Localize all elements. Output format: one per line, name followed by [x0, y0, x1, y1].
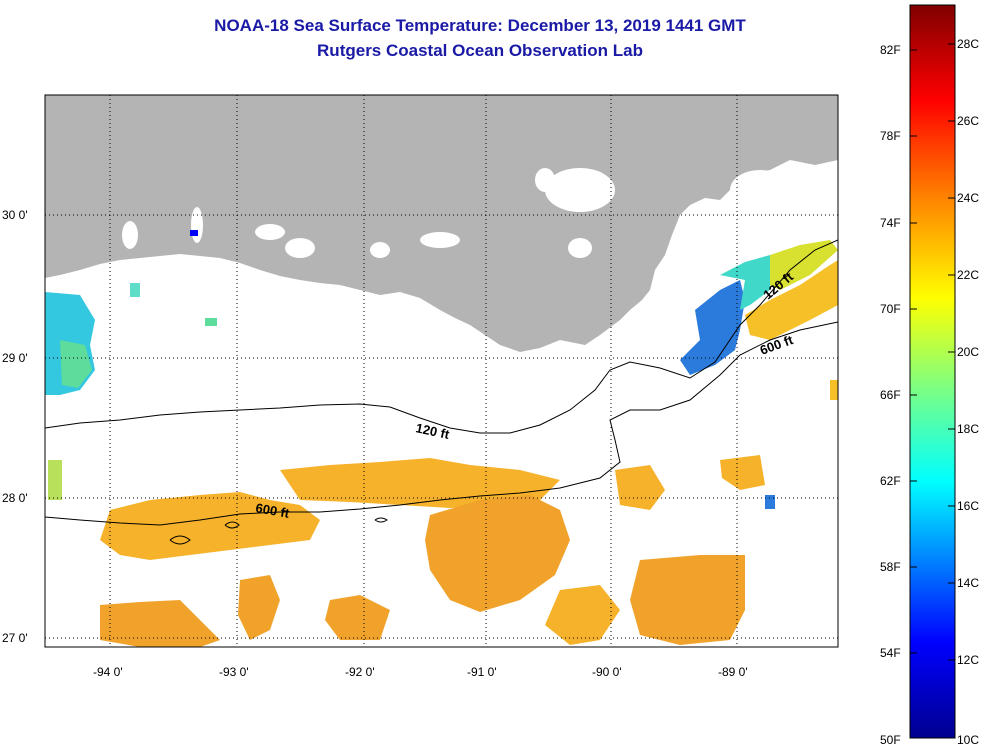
colorbar-label-c: 24C [957, 191, 980, 205]
sst-patch-warm-10 [720, 455, 765, 490]
colorbar-label-f: 54F [880, 646, 901, 660]
sst-patch-warm-5 [238, 575, 280, 640]
colorbar-label-c: 18C [957, 422, 980, 436]
sst-patch-plume-cyan [720, 255, 770, 310]
contour-label: 120 ft [414, 420, 451, 442]
sst-patch-warm-6 [325, 595, 390, 640]
lake [285, 238, 315, 258]
lake [122, 221, 138, 249]
colorbar-label-c: 12C [957, 653, 980, 667]
colorbar-label-f: 62F [880, 474, 901, 488]
contour-120ft [45, 239, 838, 434]
sst-pixel [130, 283, 140, 297]
map-border [44, 94, 839, 648]
sst-pixel [205, 318, 217, 326]
sst-patch-plume [680, 280, 745, 375]
graticule [45, 95, 838, 647]
colorbar-label-c: 20C [957, 345, 980, 359]
lon-label: -92 0' [345, 665, 375, 679]
lake [545, 168, 615, 212]
sst-patch-warm-1 [100, 492, 320, 560]
lat-label: 30 0' [2, 208, 28, 222]
sst-patch-warm-east [745, 260, 838, 340]
lon-label: -90 0' [592, 665, 622, 679]
colorbar-label-c: 14C [957, 576, 980, 590]
colorbar-label-f: 70F [880, 302, 901, 316]
lat-label: 28 0' [2, 491, 28, 505]
sst-pixel [765, 495, 775, 509]
lake [370, 242, 390, 258]
sst-pixel [830, 380, 838, 400]
map-subtitle: Rutgers Coastal Ocean Observation Lab [317, 41, 643, 60]
sst-pixel [48, 460, 62, 500]
lake [688, 210, 712, 250]
lon-label: -93 0' [219, 665, 249, 679]
colorbar-label-f: 58F [880, 560, 901, 574]
lon-label: -91 0' [467, 665, 497, 679]
lake [255, 224, 285, 240]
colorbar-label-f: 50F [880, 733, 901, 747]
colorbar-label-c: 28C [957, 37, 980, 51]
colorbar-label-f: 66F [880, 388, 901, 402]
map-title: NOAA-18 Sea Surface Temperature: Decembe… [214, 16, 746, 35]
sst-patch-warm-4 [100, 600, 220, 647]
sst-patch-warm-7 [630, 555, 745, 645]
land-mass [45, 95, 838, 352]
sst-patch-warm-3 [425, 495, 570, 612]
lake [420, 232, 460, 248]
lon-label: -89 0' [718, 665, 748, 679]
contour-600ft-islands [169, 517, 388, 545]
contour-label: 600 ft [254, 500, 291, 521]
contour-600ft [45, 321, 838, 526]
lake [568, 238, 592, 258]
colorbar-label-c: 22C [957, 268, 980, 282]
colorbar-label-f: 74F [880, 216, 901, 230]
lake [191, 207, 203, 243]
lat-label: 27 0' [2, 631, 28, 645]
lake [535, 168, 555, 192]
lon-label: -94 0' [93, 665, 123, 679]
colorbar [909, 4, 956, 739]
sst-patch-warm-9 [545, 585, 620, 645]
sst-patch-green-west [60, 340, 92, 388]
lat-label: 29 0' [2, 351, 28, 365]
colorbar-label-c: 26C [957, 114, 980, 128]
colorbar-label-f: 78F [880, 129, 901, 143]
lake [775, 165, 825, 195]
colorbar-label-f: 82F [880, 43, 901, 57]
colorbar-label-c: 16C [957, 499, 980, 513]
sst-patch-warm-8 [615, 465, 665, 510]
sst-pixel [190, 230, 198, 236]
sst-patch-yellow-east [770, 240, 838, 290]
colorbar-label-c: 10C [957, 733, 980, 747]
colorbar-ticks [910, 43, 955, 661]
